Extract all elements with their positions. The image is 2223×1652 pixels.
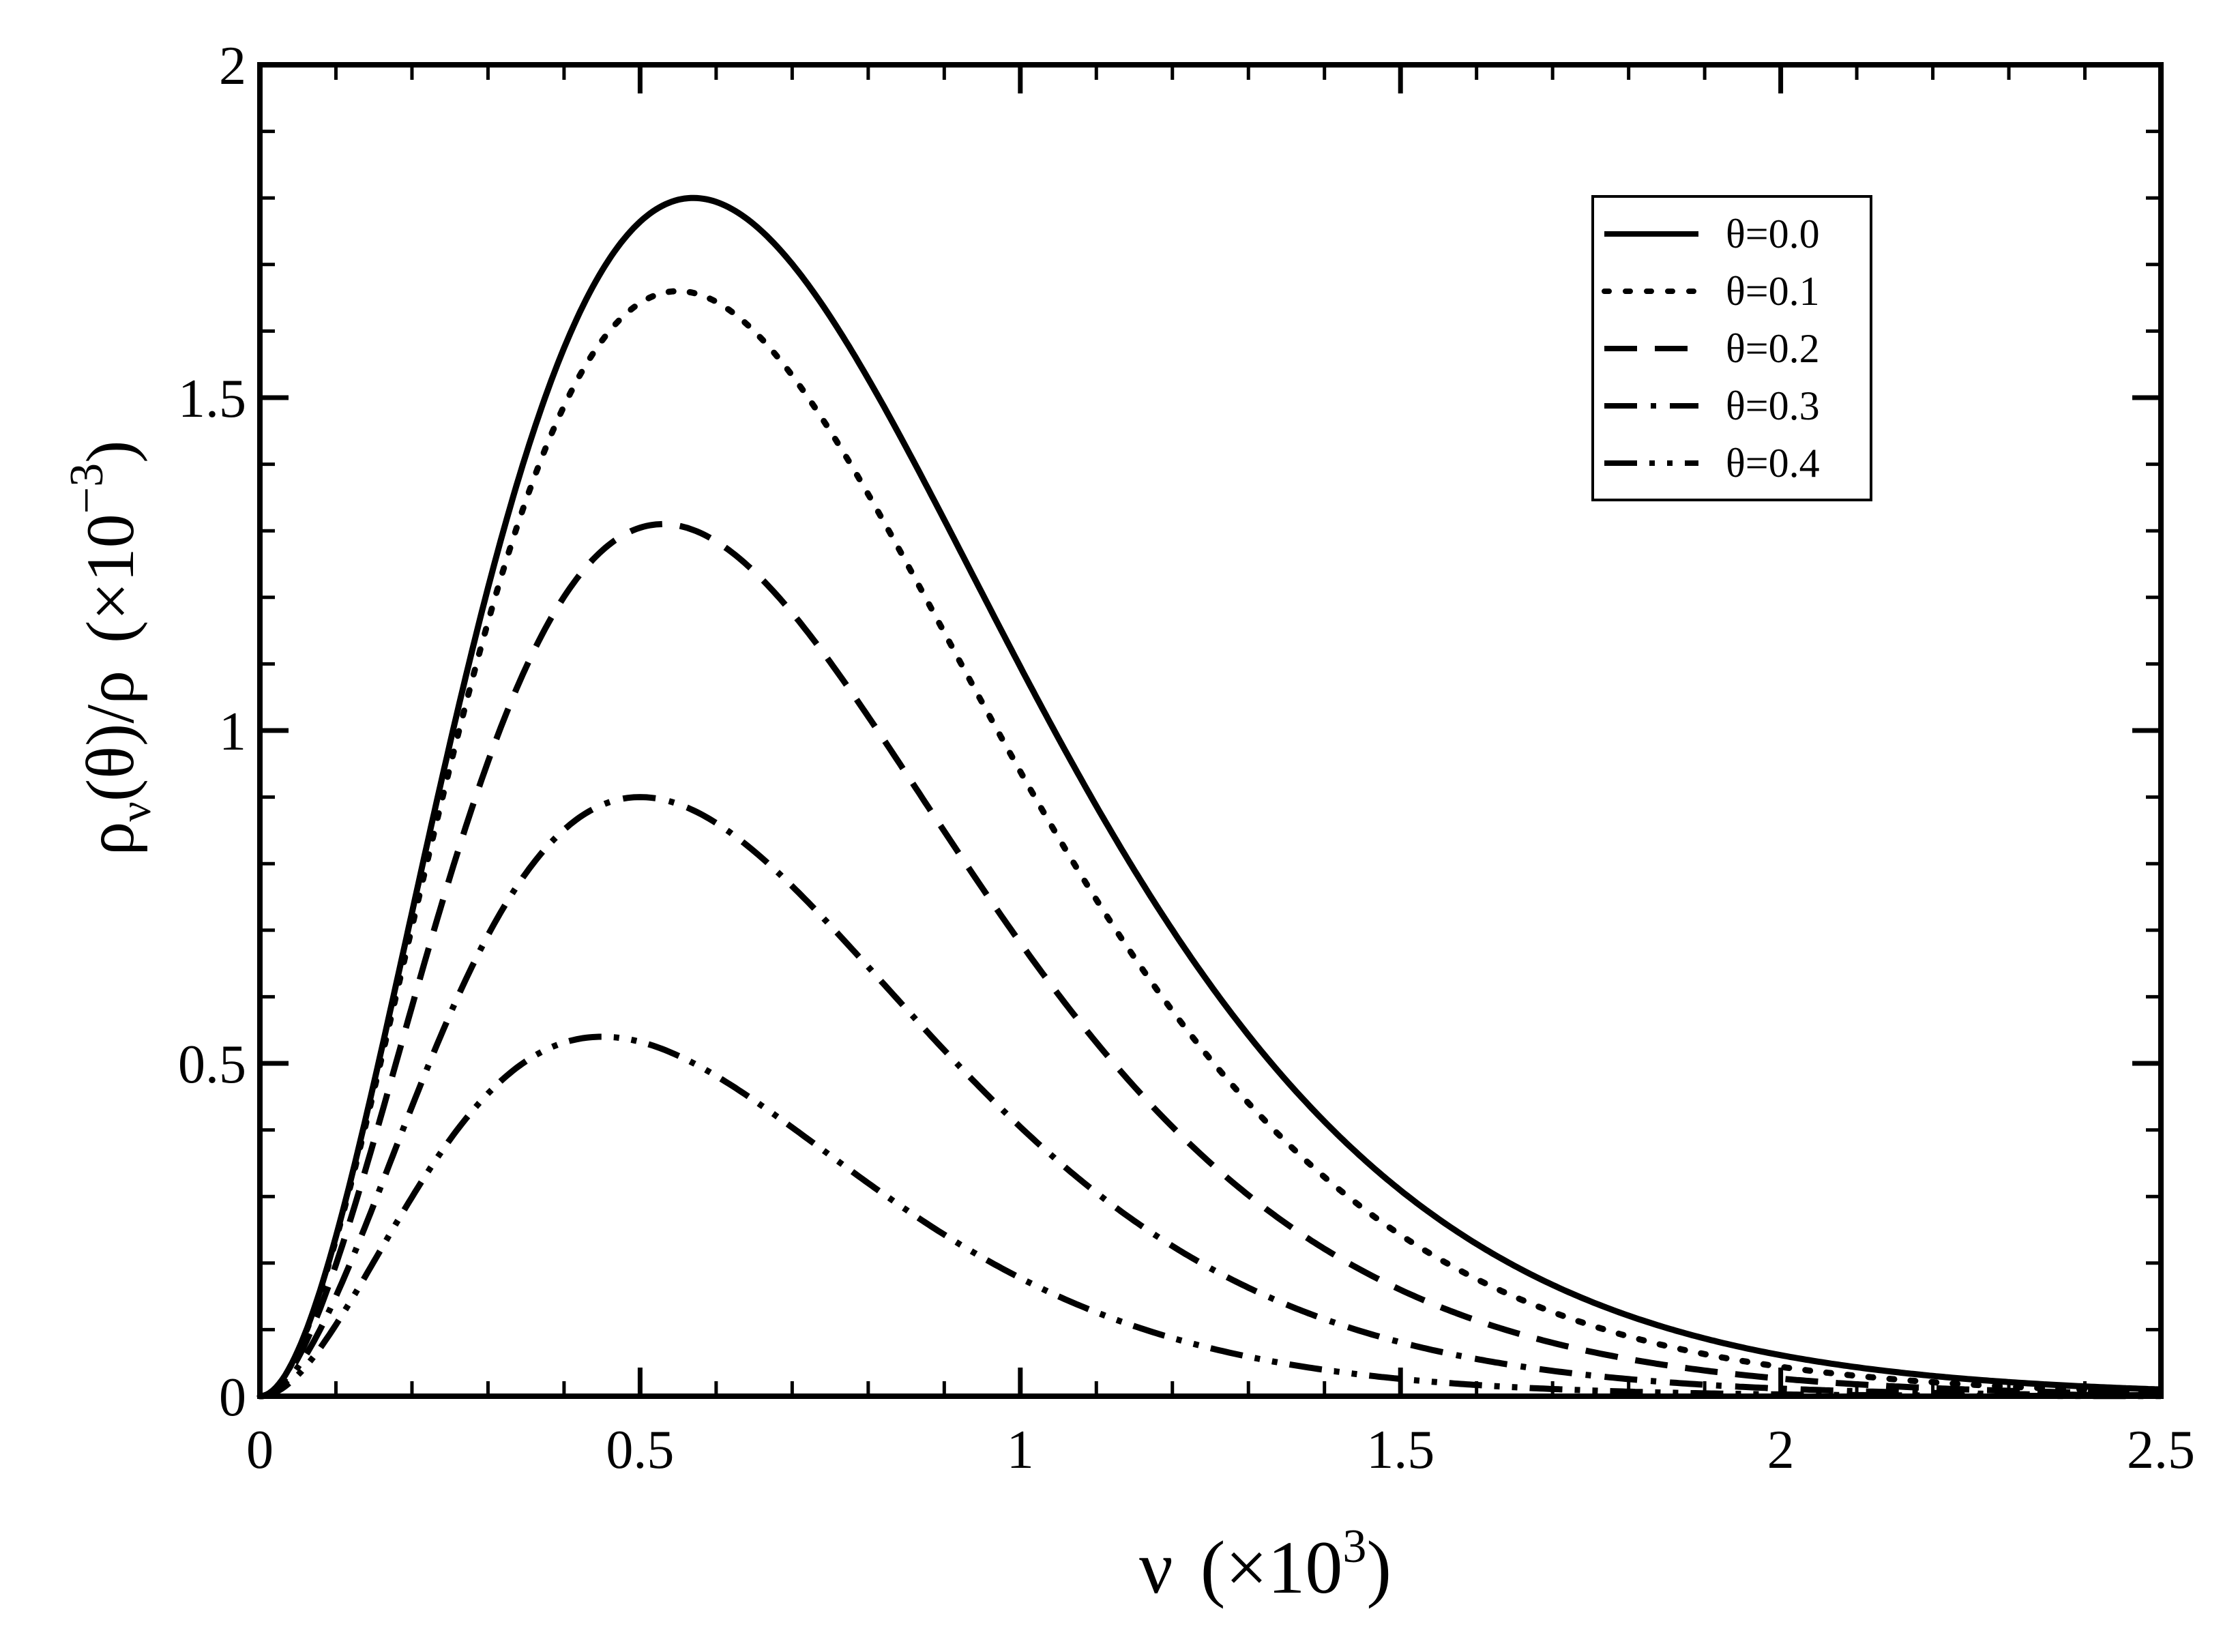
y-axis-title-close: ): [72, 441, 148, 463]
series-line-2: [259, 520, 2162, 1400]
y-axis-title-rest: (θ)/ρ: [72, 670, 148, 801]
y-tick-label: 1: [219, 702, 246, 762]
x-tick-label: 0.5: [606, 1420, 674, 1480]
series-line-1: [256, 288, 2164, 1400]
legend-label-1: θ=0.1: [1726, 269, 1820, 314]
y-axis-title-subscript: ν: [111, 801, 160, 821]
x-axis-title-open: (×10: [1201, 1526, 1343, 1609]
legend-items: θ=0.0 θ=0.1 θ=0.2 θ=0.3 θ=0.4: [1602, 211, 1820, 486]
x-tick-label: 1.5: [1366, 1420, 1434, 1480]
x-axis-title-close: ): [1366, 1526, 1392, 1609]
y-axis-title-open: (×10: [72, 514, 148, 643]
y-axis-title-exponent: −3: [61, 463, 113, 514]
x-axis-title-symbol: ν: [1139, 1526, 1173, 1609]
legend-box: [1591, 195, 1872, 501]
series-line-0: [259, 194, 2162, 1400]
y-tick-label: 0.5: [178, 1035, 246, 1095]
legend-label-0: θ=0.0: [1726, 211, 1820, 256]
x-tick-label: 2: [1767, 1420, 1795, 1480]
y-axis-title: ρν(θ)/ρ (×10−3): [61, 441, 160, 856]
x-axis-title: ν (×103): [1139, 1520, 1392, 1609]
y-tick-label: 1.5: [178, 369, 246, 429]
tick-labels: 0 0.5 1 1.5 2 2.5 0 0.5 1 1.5 2: [178, 36, 2195, 1480]
legend-label-4: θ=0.4: [1726, 441, 1820, 486]
x-tick-label: 1: [1007, 1420, 1034, 1480]
x-tick-label: 2.5: [2127, 1420, 2195, 1480]
series-line-3: [259, 794, 2161, 1400]
series-layer: [256, 194, 2164, 1400]
x-axis-title-exponent: 3: [1342, 1520, 1366, 1573]
series-line-4: [259, 1033, 2161, 1400]
y-axis-title-rho: ρ: [72, 822, 148, 856]
legend-label-2: θ=0.2: [1726, 326, 1820, 371]
y-tick-label: 2: [219, 36, 246, 96]
legend-label-3: θ=0.3: [1726, 383, 1820, 428]
x-tick-label: 0: [246, 1420, 274, 1480]
legend: θ=0.0 θ=0.1 θ=0.2 θ=0.3 θ=0.4: [1591, 195, 1872, 501]
y-tick-label: 0: [219, 1368, 246, 1428]
